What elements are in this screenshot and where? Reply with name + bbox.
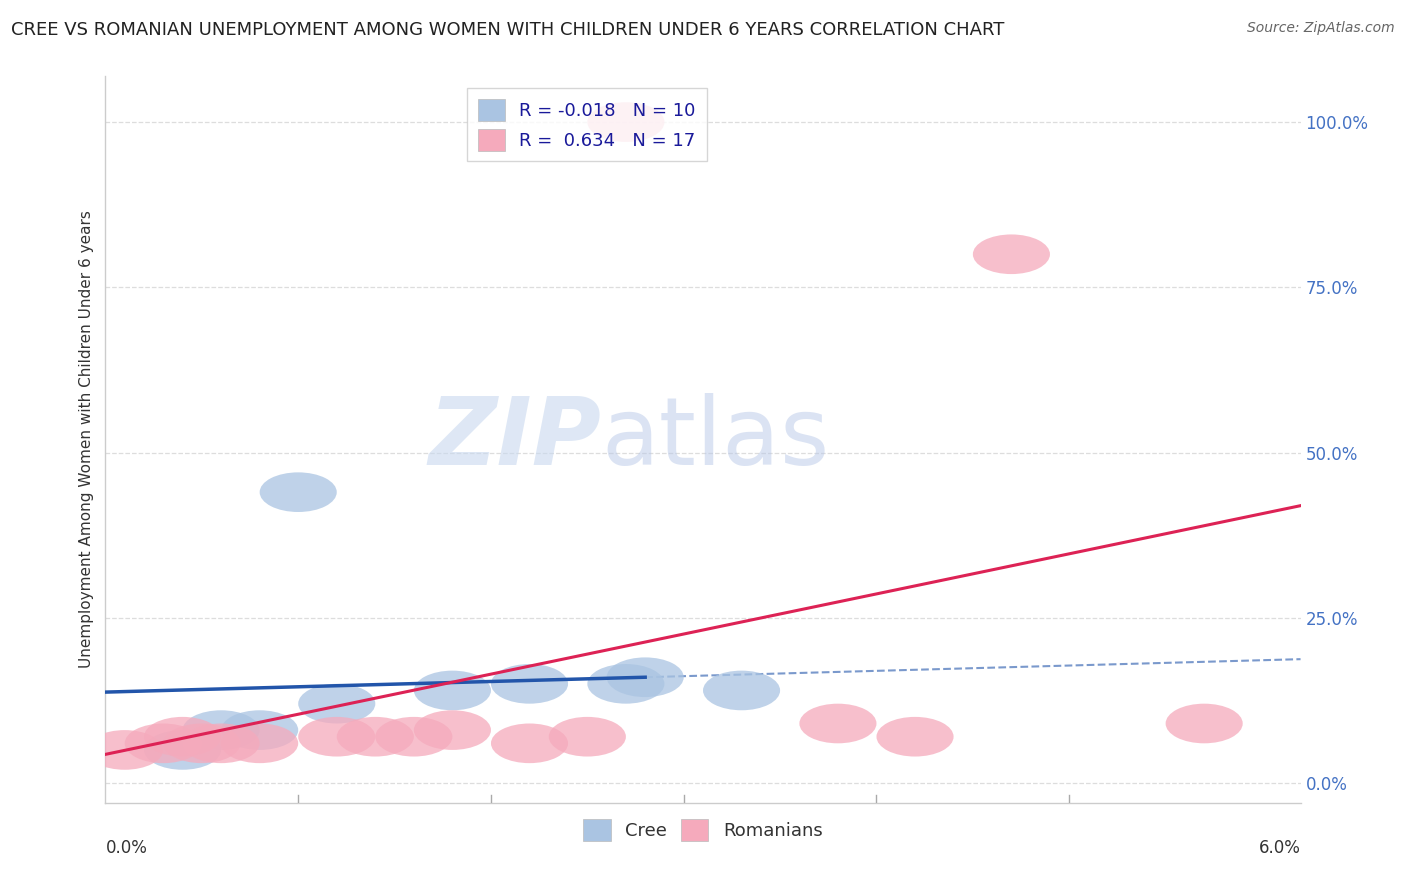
Text: 0.0%: 0.0% — [105, 839, 148, 857]
Ellipse shape — [298, 684, 375, 723]
Ellipse shape — [221, 723, 298, 764]
Ellipse shape — [548, 717, 626, 756]
Text: atlas: atlas — [602, 393, 830, 485]
Ellipse shape — [800, 704, 876, 743]
Text: CREE VS ROMANIAN UNEMPLOYMENT AMONG WOMEN WITH CHILDREN UNDER 6 YEARS CORRELATIO: CREE VS ROMANIAN UNEMPLOYMENT AMONG WOME… — [11, 21, 1005, 38]
Ellipse shape — [413, 710, 491, 750]
Ellipse shape — [86, 730, 163, 770]
Ellipse shape — [588, 664, 665, 704]
Ellipse shape — [183, 710, 260, 750]
Ellipse shape — [606, 657, 683, 697]
Text: 6.0%: 6.0% — [1258, 839, 1301, 857]
Ellipse shape — [163, 723, 240, 764]
Ellipse shape — [491, 664, 568, 704]
Text: Source: ZipAtlas.com: Source: ZipAtlas.com — [1247, 21, 1395, 35]
Text: ZIP: ZIP — [429, 393, 602, 485]
Ellipse shape — [298, 717, 375, 756]
Ellipse shape — [588, 103, 665, 142]
Ellipse shape — [703, 671, 780, 710]
Ellipse shape — [125, 723, 202, 764]
Ellipse shape — [337, 717, 413, 756]
Ellipse shape — [1166, 704, 1243, 743]
Ellipse shape — [491, 723, 568, 764]
Legend: Cree, Romanians: Cree, Romanians — [576, 812, 830, 848]
Ellipse shape — [221, 710, 298, 750]
Ellipse shape — [143, 717, 221, 756]
Ellipse shape — [375, 717, 453, 756]
Ellipse shape — [876, 717, 953, 756]
Ellipse shape — [143, 730, 221, 770]
Ellipse shape — [260, 473, 337, 512]
Ellipse shape — [973, 235, 1050, 274]
Y-axis label: Unemployment Among Women with Children Under 6 years: Unemployment Among Women with Children U… — [79, 211, 94, 668]
Ellipse shape — [413, 671, 491, 710]
Ellipse shape — [183, 723, 260, 764]
